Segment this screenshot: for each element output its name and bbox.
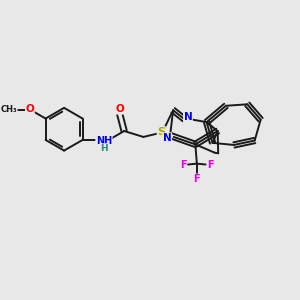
Text: CH₃: CH₃ bbox=[1, 105, 17, 114]
Text: F: F bbox=[194, 174, 200, 184]
Text: S: S bbox=[157, 127, 165, 136]
Text: O: O bbox=[26, 104, 34, 114]
Text: F: F bbox=[180, 160, 187, 170]
Text: N: N bbox=[184, 112, 192, 122]
Text: NH: NH bbox=[96, 136, 112, 146]
Text: O: O bbox=[115, 104, 124, 114]
Text: H: H bbox=[100, 144, 108, 153]
Text: N: N bbox=[163, 133, 172, 143]
Text: F: F bbox=[207, 160, 214, 170]
